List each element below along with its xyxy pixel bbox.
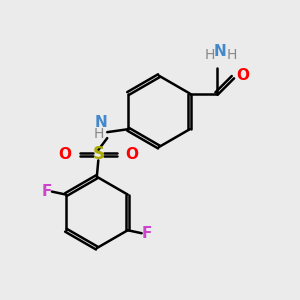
Text: N: N: [214, 44, 226, 59]
Text: O: O: [236, 68, 250, 83]
Text: O: O: [126, 147, 139, 162]
Text: H: H: [205, 48, 215, 62]
Text: S: S: [92, 146, 104, 164]
Text: H: H: [227, 48, 237, 62]
Text: N: N: [95, 115, 108, 130]
Text: O: O: [58, 147, 71, 162]
Text: F: F: [142, 226, 152, 241]
Text: H: H: [94, 127, 104, 141]
Text: F: F: [41, 184, 52, 199]
